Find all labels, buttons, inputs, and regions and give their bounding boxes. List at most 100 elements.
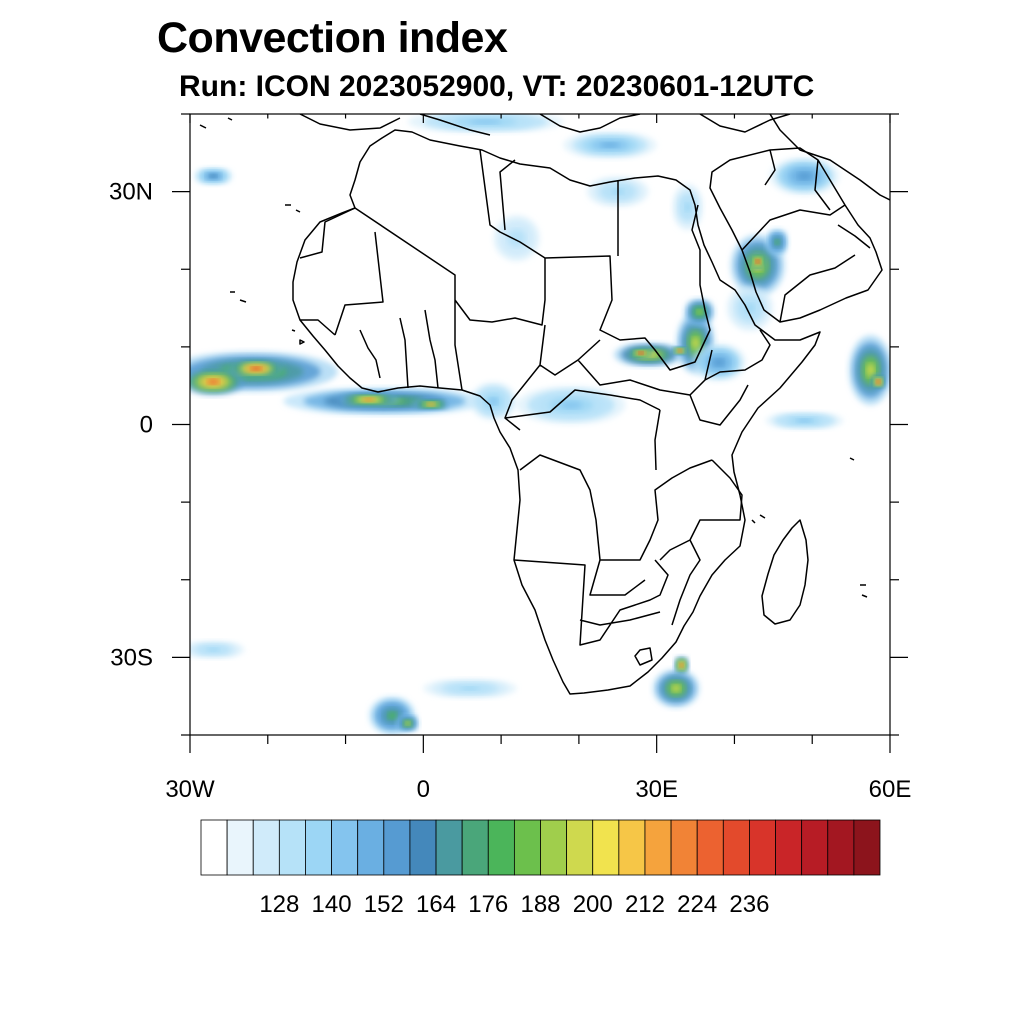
y-tick-label: 0 [140,412,153,439]
convection-cell [870,374,887,390]
convection-contour [470,119,502,125]
convection-cell [848,335,890,406]
convection-contour [866,363,875,378]
colorbar-label: 200 [573,891,613,918]
convection-cell [190,640,245,659]
convection-cell [629,348,653,358]
colorbar-label: 212 [625,891,665,918]
colorbar-swatch [383,819,411,876]
colorbar-swatch [853,819,881,876]
map-subtitle: Run: ICON 2023052900, VT: 20230601-12UTC [179,70,815,103]
convection-cell [516,385,626,425]
convection-cell [750,253,766,270]
colorbar-swatch [252,819,280,876]
convection-contour [488,397,499,406]
convection-contour [797,172,812,180]
convection-cell [765,411,844,430]
colorbar [200,819,881,876]
colorbar-swatch [305,819,332,876]
colorbar-label: 188 [520,891,560,918]
convection-contour [713,358,725,367]
convection-cell [396,714,420,733]
convection-contour [671,684,681,693]
convection-cell [190,367,245,396]
colorbar-swatch [592,819,620,876]
colorbar-label: 176 [468,891,508,918]
arabia-coastline [709,147,883,323]
convection-contour [638,351,644,356]
colorbar-label: 140 [312,891,352,918]
convection-contour [405,721,411,726]
convection-contour [427,402,435,407]
colorbar-label: 128 [259,891,299,918]
colorbar-swatch [722,819,750,876]
convection-contour [796,418,813,423]
colorbar-swatch [357,819,385,876]
convection-cell [683,297,715,326]
colorbar-swatch [331,819,359,876]
convection-contour [774,239,780,245]
convection-cell [470,381,517,421]
convection-contour [362,397,376,402]
colorbar-label: 236 [729,891,769,918]
x-tick-label: 30W [165,776,215,803]
convection-contour [696,309,703,315]
convection-cell [691,342,747,382]
convection-contour [679,663,684,668]
convection-contour [755,259,760,264]
colorbar-swatch [200,819,228,876]
convection-cell [726,284,774,332]
convection-cell [769,156,840,196]
colorbar-label: 152 [364,891,404,918]
convection-field [190,114,890,735]
convection-cell [423,678,517,699]
colorbar-label: 164 [416,891,456,918]
colorbar-swatch [696,819,724,876]
x-tick-label: 0 [417,776,430,803]
convection-cell [765,228,789,257]
colorbar-swatch [513,819,541,876]
convection-cell [493,214,540,262]
colorbar-swatch [749,819,776,876]
coastlines-and-borders [199,114,890,695]
colorbar-swatch [409,819,437,876]
convection-contour [250,366,262,371]
convection-contour [387,711,397,720]
convection-cell [407,114,564,134]
europe-coastline [299,114,791,136]
convection-cell [193,166,233,186]
convection-contour [460,686,480,691]
convection-contour [512,233,522,243]
colorbar-swatch [566,819,594,876]
colorbar-label: 224 [677,891,717,918]
colorbar-labels: 128 140 152 164 176 188 200 212 224 236 [259,891,769,918]
islands [199,117,868,598]
axis-tick-labels: 30W 0 30E 60E 30N 0 30S [109,179,911,803]
colorbar-swatch [540,819,568,876]
convection-contour [876,379,881,384]
convection-contour [600,142,620,148]
map-title: Convection index [157,14,508,62]
colorbar-swatch [670,819,698,876]
convection-contour [209,174,218,179]
colorbar-swatch [461,819,489,876]
colorbar-swatch [487,819,515,876]
country-borders [299,149,771,666]
convection-cell [228,358,284,379]
colorbar-swatch [618,819,646,876]
convection-cell [670,346,690,356]
colorbar-swatch [278,819,306,876]
colorbar-swatch [644,819,672,876]
convection-contour [560,401,582,409]
colorbar-swatch [435,819,463,876]
y-tick-label: 30N [109,179,153,206]
convection-contour [207,647,220,652]
convection-cell [337,391,400,408]
colorbar-swatch [775,819,803,876]
colorbar-swatch [226,819,254,876]
convection-cell [652,669,700,708]
convection-cell [673,655,690,675]
middle-east-coastline [769,114,890,249]
convection-cell [411,398,451,411]
convection-cell [563,131,657,160]
